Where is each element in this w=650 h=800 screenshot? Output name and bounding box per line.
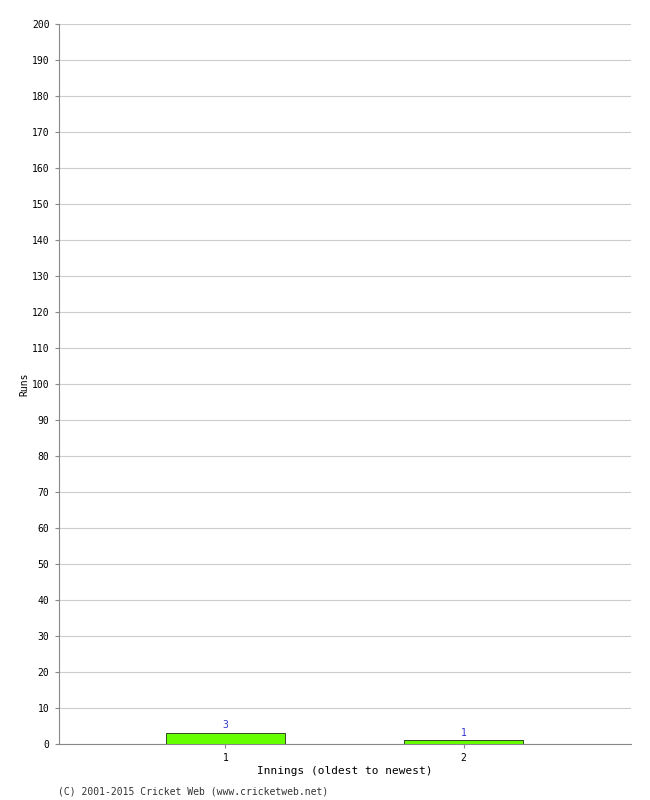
Text: 3: 3 xyxy=(222,720,228,730)
Bar xyxy=(404,741,523,744)
Text: 1: 1 xyxy=(461,727,467,738)
X-axis label: Innings (oldest to newest): Innings (oldest to newest) xyxy=(257,766,432,776)
Text: (C) 2001-2015 Cricket Web (www.cricketweb.net): (C) 2001-2015 Cricket Web (www.cricketwe… xyxy=(58,786,329,796)
Bar xyxy=(166,733,285,744)
Y-axis label: Runs: Runs xyxy=(19,372,29,396)
